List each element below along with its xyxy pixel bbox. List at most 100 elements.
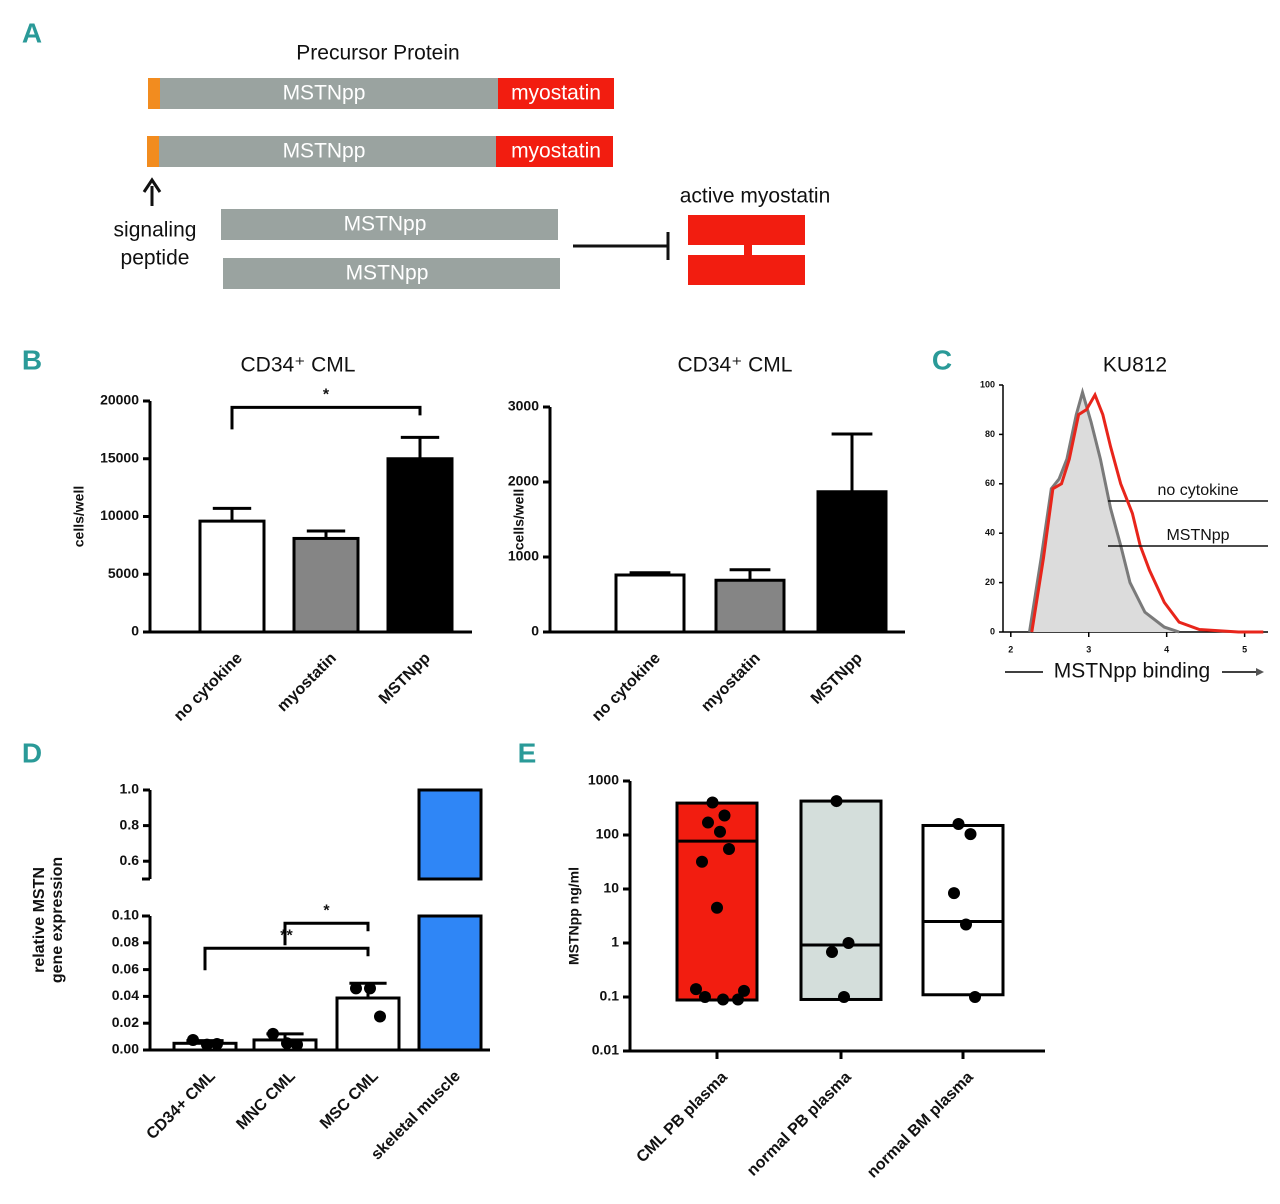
y-tick-label: 1 bbox=[611, 934, 619, 950]
data-point bbox=[718, 809, 731, 822]
data-point bbox=[291, 1038, 303, 1051]
y-tick-label: 10000 bbox=[100, 507, 139, 523]
data-point bbox=[364, 982, 376, 995]
panel-label: C bbox=[932, 344, 952, 375]
y-tick-label: 0 bbox=[131, 623, 139, 639]
x-tick-label: MSTNpp bbox=[376, 650, 434, 708]
segment-label: myostatin bbox=[511, 82, 601, 105]
mature-segment bbox=[498, 78, 614, 109]
y-tick-label: 5000 bbox=[108, 565, 139, 581]
y-tick-label: 1.0 bbox=[120, 781, 140, 797]
x-axis-label: MSTNpp binding bbox=[1054, 660, 1210, 683]
significance-label: ** bbox=[280, 927, 293, 944]
legend-label: no cytokine bbox=[1158, 482, 1239, 499]
data-point bbox=[696, 855, 708, 868]
y-tick-label: 20000 bbox=[100, 392, 139, 408]
y-tick-label: 0.04 bbox=[112, 987, 139, 1003]
target-link bbox=[744, 244, 752, 256]
data-point bbox=[350, 982, 362, 995]
significance-bracket bbox=[283, 921, 370, 946]
data-point bbox=[711, 901, 723, 914]
x-tick-label: 2 bbox=[1008, 644, 1013, 654]
x-tick-label: 4 bbox=[1164, 644, 1169, 654]
bar bbox=[292, 536, 360, 634]
y-axis-label: gene expression bbox=[49, 857, 66, 983]
y-tick-label: 1000 bbox=[588, 772, 619, 788]
x-tick-label: no cytokine bbox=[589, 650, 664, 725]
y-tick-label: 100 bbox=[596, 826, 620, 842]
x-tick-label: CD34+ CML bbox=[144, 1068, 219, 1143]
y-tick-label: 0.10 bbox=[112, 907, 139, 923]
y-tick-label: 40 bbox=[985, 528, 995, 538]
x-tick-label: 5 bbox=[1242, 644, 1247, 654]
data-point bbox=[842, 937, 855, 949]
bar bbox=[614, 573, 686, 634]
y-tick-label: 0.02 bbox=[112, 1014, 139, 1030]
data-point bbox=[702, 816, 714, 829]
panel-label: D bbox=[22, 737, 42, 768]
target-block bbox=[688, 215, 805, 245]
chart-title: KU812 bbox=[1103, 354, 1167, 377]
range-box bbox=[675, 801, 759, 1002]
y-axis-label: MSTNpp ng/ml bbox=[566, 867, 582, 965]
signal-label: signaling bbox=[114, 219, 197, 242]
data-point bbox=[952, 817, 965, 830]
chart-title: CD34⁺ CML bbox=[241, 354, 356, 377]
y-tick-label: 2000 bbox=[508, 473, 539, 489]
y-tick-label: 1000 bbox=[508, 548, 539, 564]
data-point bbox=[706, 796, 719, 809]
y-tick-label: 15000 bbox=[100, 449, 139, 465]
x-tick-label: no cytokine bbox=[171, 650, 246, 725]
data-point bbox=[964, 828, 977, 841]
data-point bbox=[830, 795, 843, 808]
range-box bbox=[799, 799, 883, 1001]
target-block bbox=[688, 255, 805, 285]
data-point bbox=[714, 825, 726, 838]
segment-label: MSTNpp bbox=[283, 140, 366, 163]
histogram-line bbox=[1028, 386, 1180, 634]
y-tick-label: 3000 bbox=[508, 398, 539, 414]
y-tick-label: 0.8 bbox=[120, 816, 140, 832]
bar-upper bbox=[417, 788, 483, 881]
data-point bbox=[969, 991, 981, 1003]
x-tick-label: CML PB plasma bbox=[633, 1069, 730, 1166]
x-tick-label: MNC CML bbox=[233, 1068, 299, 1134]
segment-label: MSTNpp bbox=[344, 213, 427, 236]
x-tick-label: MSC CML bbox=[317, 1068, 382, 1133]
y-axis-label: relative MSTN bbox=[31, 867, 48, 973]
inhibitor-segment bbox=[221, 209, 558, 240]
x-tick-label: MSTNpp bbox=[808, 650, 866, 708]
signal-segment bbox=[147, 136, 159, 167]
bar bbox=[335, 996, 401, 1052]
y-tick-label: 100 bbox=[980, 379, 995, 389]
significance-label: * bbox=[323, 902, 330, 919]
x-tick-label: myostatin bbox=[698, 650, 763, 715]
y-tick-label: 0.6 bbox=[120, 852, 140, 868]
bar bbox=[816, 490, 888, 634]
y-tick-label: 0.08 bbox=[112, 934, 139, 950]
panel-label: B bbox=[22, 344, 42, 375]
data-point bbox=[699, 991, 711, 1003]
legend-label: MSTNpp bbox=[1166, 527, 1229, 544]
segment-label: MSTNpp bbox=[283, 82, 366, 105]
data-point bbox=[374, 1010, 386, 1023]
y-tick-label: 0.00 bbox=[112, 1041, 139, 1057]
chart-title: CD34⁺ CML bbox=[678, 354, 793, 377]
y-tick-label: 20 bbox=[985, 577, 995, 587]
x-label-arrowhead bbox=[1256, 668, 1264, 676]
target-label: active myostatin bbox=[680, 185, 831, 208]
data-point bbox=[723, 843, 735, 856]
data-point bbox=[201, 1038, 213, 1051]
signal-segment bbox=[148, 78, 160, 109]
x-tick-label: myostatin bbox=[274, 650, 339, 715]
diagram: Precursor Protein MSTNpp myostatin MSTNp… bbox=[114, 42, 831, 289]
y-tick-label: 0.01 bbox=[592, 1042, 619, 1058]
data-point bbox=[732, 993, 744, 1006]
bar bbox=[386, 457, 454, 634]
y-tick-label: 0 bbox=[531, 623, 539, 639]
significance-label: * bbox=[323, 387, 330, 404]
pro-segment bbox=[159, 136, 496, 167]
diagram-title: Precursor Protein bbox=[296, 42, 459, 65]
